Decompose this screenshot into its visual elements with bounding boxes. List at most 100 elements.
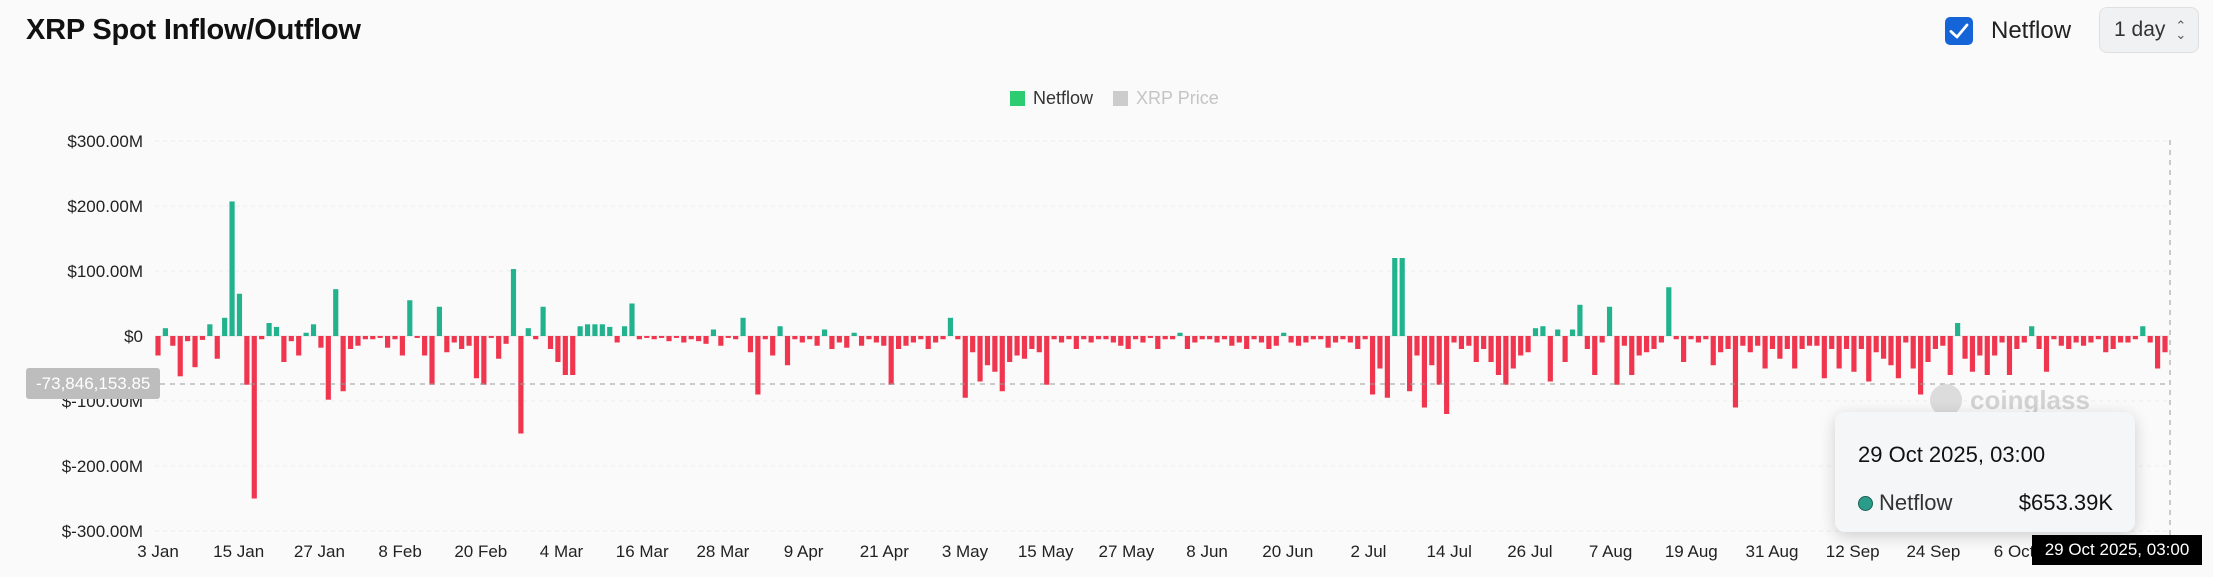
netflow-bar xyxy=(199,336,206,340)
netflow-bar xyxy=(2066,336,2072,349)
netflow-bar xyxy=(881,336,887,346)
netflow-bar xyxy=(903,336,909,346)
netflow-bar xyxy=(1873,336,1879,353)
netflow-bar xyxy=(1414,336,1420,356)
netflow-bar xyxy=(2073,336,2079,343)
netflow-bar xyxy=(1332,336,1339,343)
netflow-bar xyxy=(1940,336,1946,346)
netflow-bar xyxy=(473,336,480,379)
netflow-bar xyxy=(651,336,657,340)
checkbox[interactable] xyxy=(1945,17,1973,45)
netflow-bar xyxy=(340,336,346,392)
x-tick-label: 8 Feb xyxy=(378,542,421,561)
netflow-bar xyxy=(1984,336,1990,375)
tooltip-value: $653.39K xyxy=(2018,490,2113,515)
netflow-bar xyxy=(1073,336,1079,349)
checkmark-icon xyxy=(1949,23,1969,39)
netflow-bar xyxy=(1880,336,1887,359)
netflow-bar xyxy=(688,336,694,340)
netflow-bar xyxy=(1955,323,1961,336)
netflow-bar xyxy=(496,336,502,359)
x-tick-label: 16 Mar xyxy=(616,542,669,561)
netflow-bar xyxy=(1303,336,1309,343)
netflow-bar xyxy=(1599,336,1605,343)
netflow-bar xyxy=(659,336,665,338)
netflow-bar xyxy=(733,336,739,340)
netflow-bar xyxy=(592,324,598,336)
netflow-bar xyxy=(414,336,420,338)
netflow-bar xyxy=(1177,332,1183,336)
netflow-bar xyxy=(1732,336,1739,408)
netflow-bar xyxy=(1214,336,1220,343)
netflow-bar xyxy=(1132,336,1139,340)
legend-item-xrp-price[interactable]: XRP Price xyxy=(1113,88,1219,109)
netflow-bar xyxy=(2036,336,2042,349)
y-tick-label: $-300.00M xyxy=(62,522,143,541)
netflow-bar xyxy=(1755,336,1761,346)
netflow-bar xyxy=(918,336,924,340)
netflow-bar xyxy=(925,336,931,349)
netflow-bar xyxy=(621,326,628,336)
netflow-bar xyxy=(2006,336,2013,375)
netflow-bar xyxy=(540,306,546,336)
netflow-bar xyxy=(1806,336,1813,346)
netflow-bar xyxy=(1769,336,1776,349)
netflow-bar xyxy=(1236,336,1242,343)
netflow-bar xyxy=(1999,336,2005,343)
x-tick-label: 6 Oct xyxy=(1994,542,2035,561)
netflow-bar xyxy=(1007,336,1013,362)
y-tick-label: $-200.00M xyxy=(62,457,143,476)
netflow-bar xyxy=(1629,336,1635,375)
y-axis-ticks: $300.00M$200.00M$100.00M$0$-100.00M$-200… xyxy=(62,132,143,541)
netflow-bar xyxy=(229,201,235,336)
netflow-bar xyxy=(1340,336,1346,340)
netflow-checkbox-toggle[interactable]: Netflow xyxy=(1945,14,2071,48)
netflow-bar xyxy=(1473,336,1479,362)
netflow-bar xyxy=(1740,336,1746,346)
xrp-price-swatch xyxy=(1113,91,1129,106)
tooltip-series-name: Netflow xyxy=(1879,490,1953,515)
interval-select[interactable]: 1 day ⌃ ⌄ xyxy=(2099,7,2199,53)
legend-label-xrp-price: XRP Price xyxy=(1136,88,1219,108)
cursor-y-label: -73,846,153.85 xyxy=(26,368,161,399)
netflow-bar xyxy=(1103,336,1109,340)
netflow-bar xyxy=(1725,336,1731,349)
netflow-bar xyxy=(273,326,280,336)
netflow-bar xyxy=(1029,336,1035,349)
netflow-bar xyxy=(1192,336,1198,343)
netflow-bar xyxy=(1510,336,1516,369)
watermark: coinglass xyxy=(1930,384,2090,416)
netflow-bar xyxy=(177,336,183,377)
netflow-bar xyxy=(1051,336,1057,340)
netflow-bar xyxy=(1118,336,1124,346)
netflow-bar xyxy=(1318,336,1324,340)
netflow-bar xyxy=(2029,326,2035,336)
netflow-bar xyxy=(407,300,413,336)
netflow-bar xyxy=(288,336,294,342)
netflow-bar xyxy=(1836,336,1842,369)
netflow-bar xyxy=(2021,336,2027,343)
netflow-bar xyxy=(703,336,709,344)
netflow-bar xyxy=(1266,336,1272,349)
netflow-bar xyxy=(1910,336,1916,369)
netflow-bar xyxy=(1762,336,1768,369)
netflow-bar xyxy=(1421,336,1427,408)
series-dot-icon xyxy=(1858,495,1873,511)
netflow-bar xyxy=(636,336,642,340)
netflow-bar xyxy=(747,336,754,353)
netflow-bar xyxy=(607,326,613,336)
netflow-bar xyxy=(318,336,324,348)
netflow-toggle-label: Netflow xyxy=(1991,17,2072,44)
netflow-bar xyxy=(399,336,405,356)
netflow-bar xyxy=(1592,336,1598,375)
netflow-bar xyxy=(525,328,531,336)
netflow-bar xyxy=(1651,336,1657,349)
netflow-bar xyxy=(1429,336,1435,366)
netflow-bar xyxy=(266,323,272,336)
y-tick-label: $300.00M xyxy=(67,132,143,151)
netflow-bar xyxy=(377,336,383,338)
legend-item-netflow[interactable]: Netflow xyxy=(1010,88,1093,109)
netflow-bar xyxy=(1014,336,1020,356)
netflow-bar xyxy=(1251,336,1257,340)
